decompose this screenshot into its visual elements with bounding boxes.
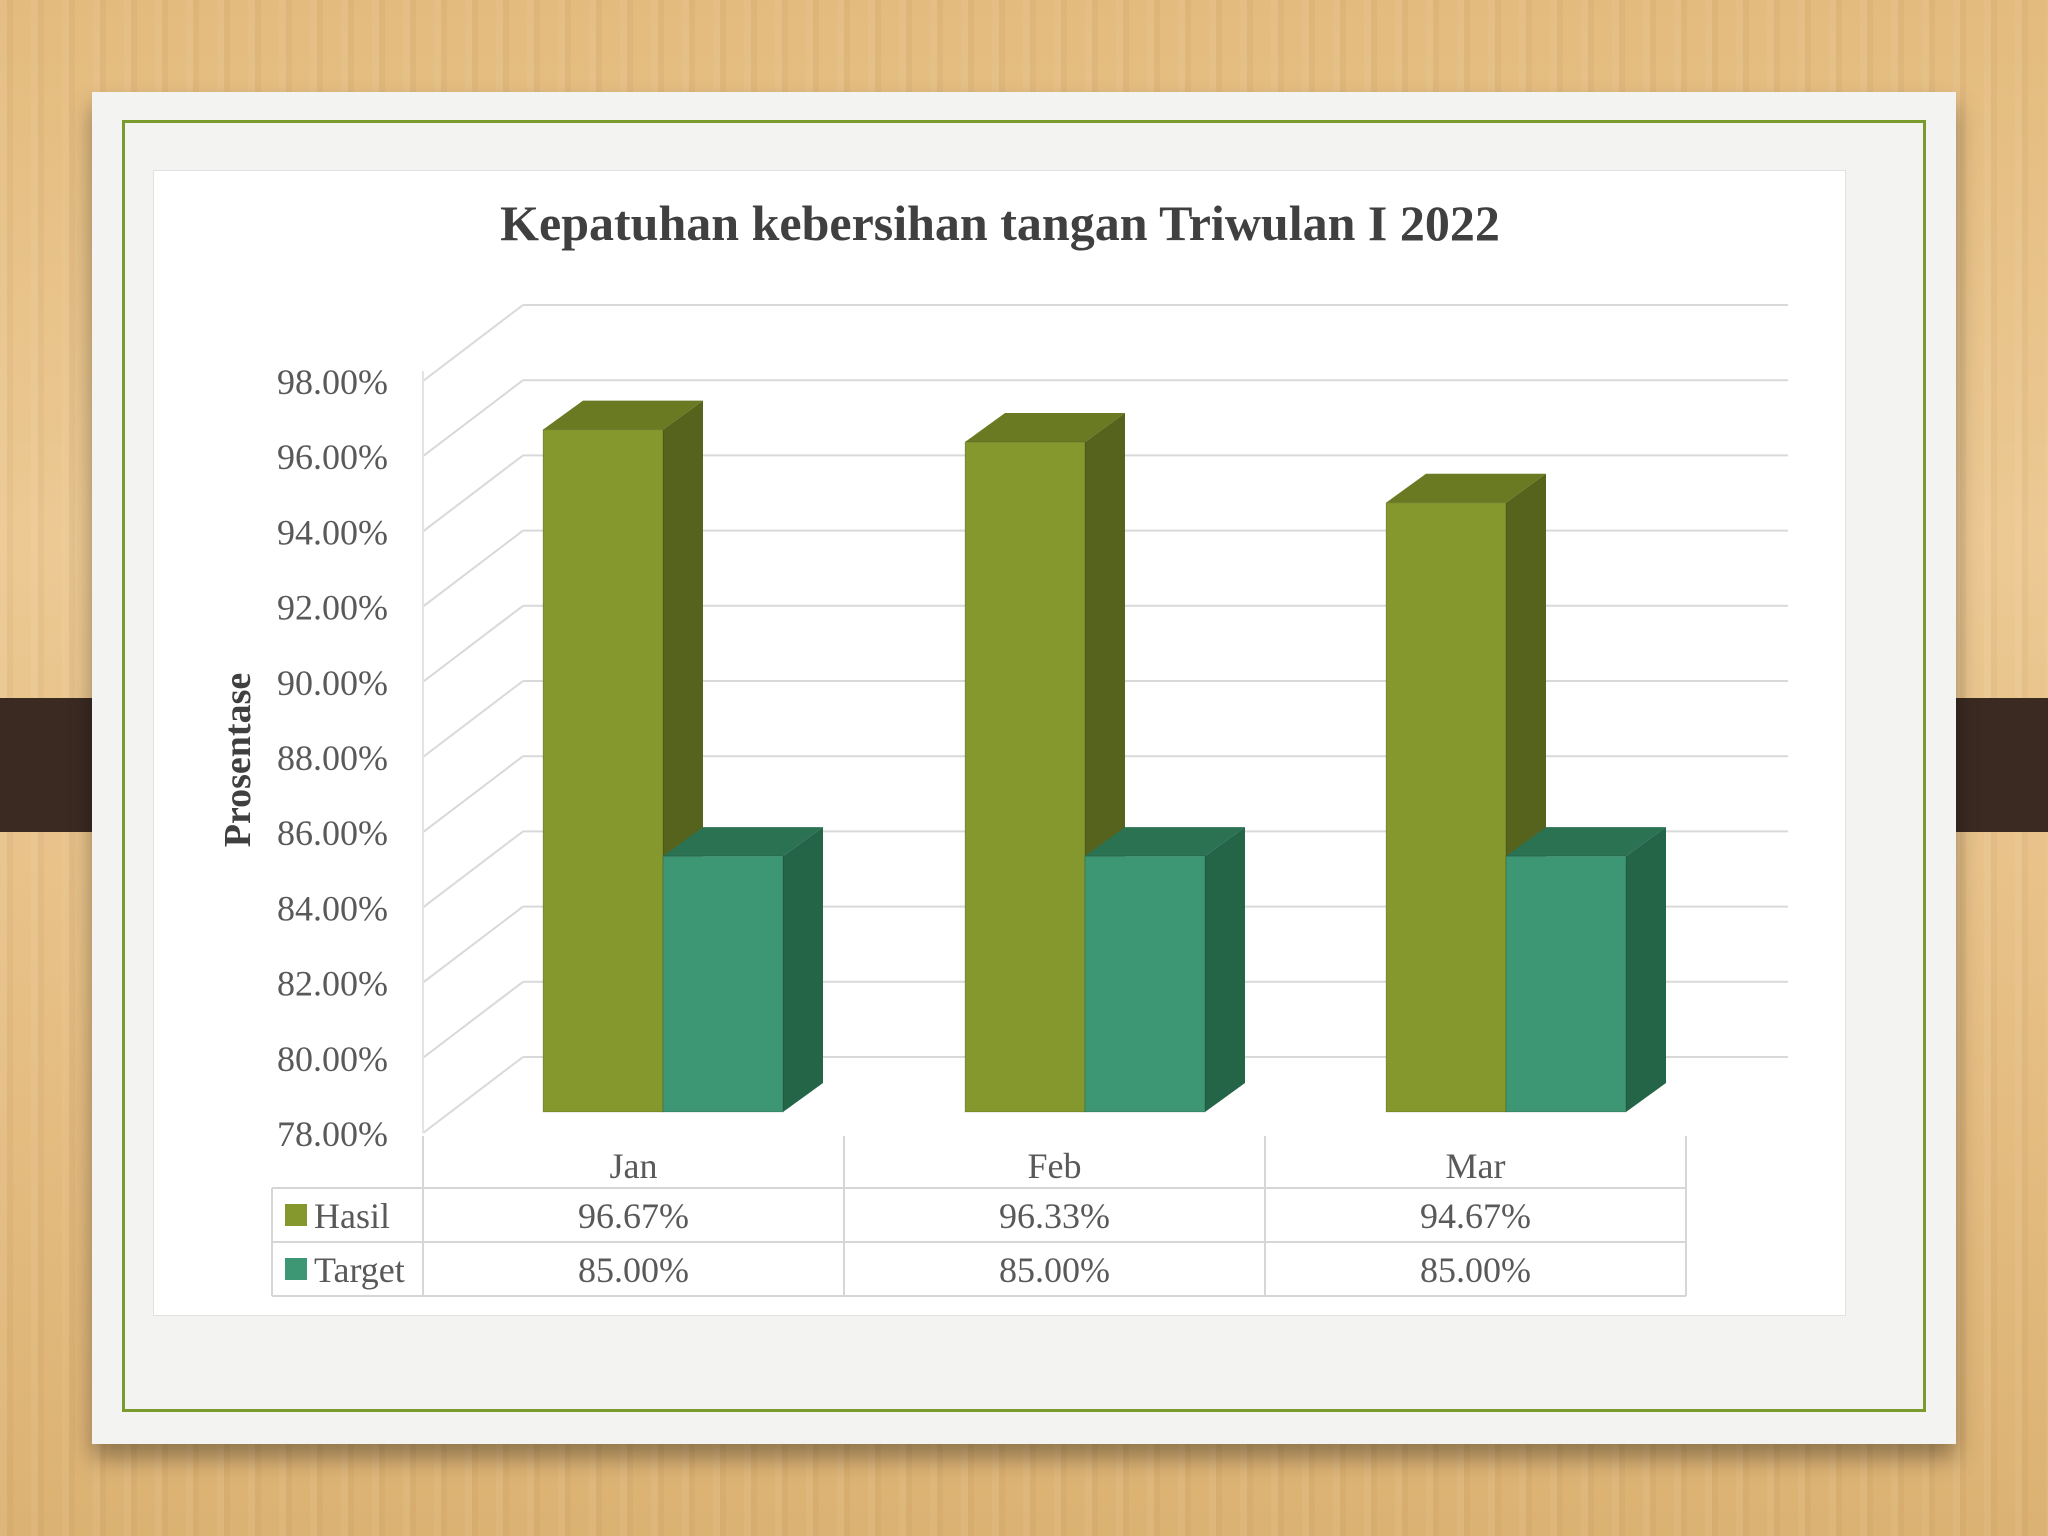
grid-line-side: [422, 905, 524, 984]
x-category-label: Feb: [1028, 1146, 1082, 1186]
bar-hasil-feb: [964, 441, 1086, 1113]
grid-line-side: [422, 304, 524, 382]
bar-target-mar-top: [1506, 827, 1666, 857]
y-tick-label: 80.00%: [277, 1039, 388, 1079]
bar-hasil-feb-top: [965, 413, 1125, 443]
y-tick-label: 98.00%: [277, 362, 388, 402]
x-category-label: Mar: [1446, 1146, 1506, 1186]
data-label: 85.00%: [1420, 1250, 1531, 1290]
legend-swatch-hasil: [285, 1204, 307, 1226]
bar-target-feb: [1084, 855, 1206, 1113]
grid-line-side: [422, 605, 524, 683]
legend-label-target: Target: [314, 1250, 405, 1290]
y-tick-label: 96.00%: [277, 437, 388, 477]
y-tick-label: 90.00%: [277, 663, 388, 703]
bar-target-jan-top: [663, 827, 823, 857]
data-label: 96.33%: [999, 1196, 1110, 1236]
bar-hasil-mar: [1385, 502, 1507, 1113]
bar-hasil-mar-top: [1386, 473, 1546, 503]
data-label: 85.00%: [999, 1250, 1110, 1290]
bar-target-jan: [662, 855, 784, 1113]
grid-line-side: [422, 1056, 524, 1134]
bar-target-feb-top: [1085, 827, 1245, 857]
y-tick-label: 84.00%: [277, 888, 388, 928]
y-tick-label: 88.00%: [277, 738, 388, 778]
y-tick-label: 92.00%: [277, 588, 388, 628]
legend-label-hasil: Hasil: [314, 1196, 390, 1236]
bar-target-jan-side: [783, 827, 823, 1112]
bar-hasil-jan-top: [543, 400, 703, 430]
data-label: 94.67%: [1420, 1196, 1531, 1236]
y-tick-label: 78.00%: [277, 1114, 388, 1154]
bar-target-feb-side: [1205, 827, 1245, 1112]
grid-line-side: [422, 454, 524, 533]
bar-hasil-jan: [542, 429, 664, 1113]
bar-target-mar: [1505, 855, 1627, 1113]
x-category-label: Jan: [610, 1146, 658, 1186]
y-axis-label: Prosentase: [217, 673, 259, 848]
grid-line-side: [422, 981, 524, 1059]
grid-line-side: [422, 529, 524, 608]
slide-frame: [122, 120, 1926, 1412]
data-label: 96.67%: [578, 1196, 689, 1236]
grid-line-side: [422, 379, 524, 457]
bar-target-mar-side: [1626, 827, 1666, 1112]
grid-line-side: [422, 830, 524, 909]
grid-line-side: [422, 755, 524, 833]
legend-swatch-target: [285, 1258, 307, 1280]
chart-title: Kepatuhan kebersihan tangan Triwulan I 2…: [500, 195, 1500, 251]
y-tick-label: 94.00%: [277, 512, 388, 552]
grid-line-side: [422, 680, 524, 758]
data-label: 85.00%: [578, 1250, 689, 1290]
y-tick-label: 82.00%: [277, 964, 388, 1004]
y-tick-label: 86.00%: [277, 813, 388, 853]
